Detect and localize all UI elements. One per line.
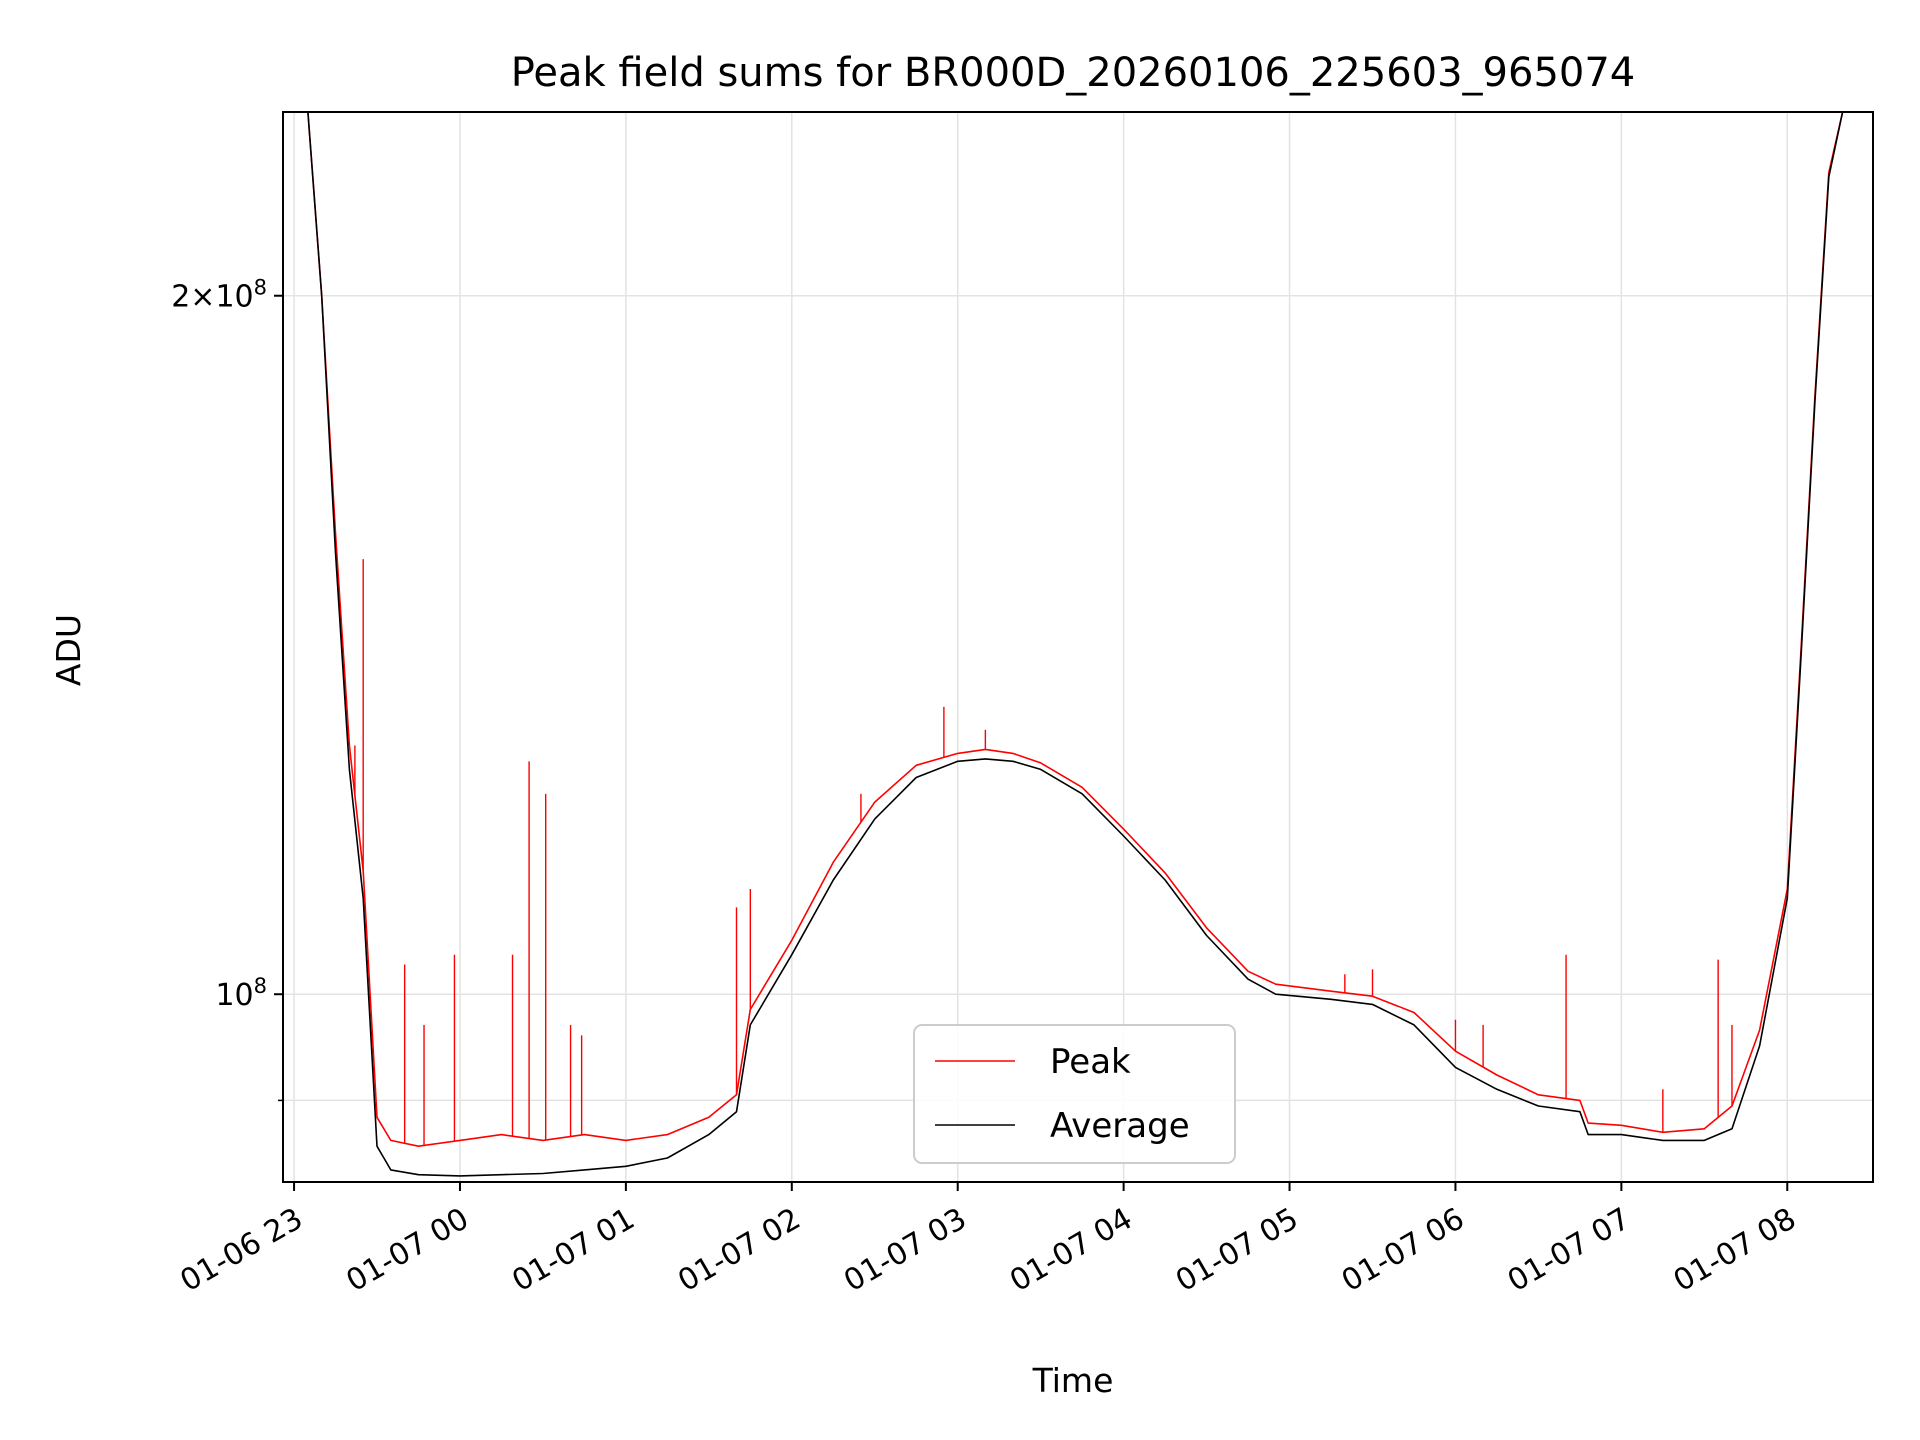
y-tick-label: 108 — [215, 974, 267, 1013]
y-tick-label: 2×108 — [171, 276, 267, 315]
legend-label-peak: Peak — [1050, 1042, 1131, 1082]
series-layer — [307, 112, 1844, 1177]
x-axis-label: Time — [1032, 1361, 1114, 1400]
chart-title: Peak field sums for BR000D_20260106_2256… — [511, 50, 1636, 96]
legend-label-average: Average — [1050, 1106, 1190, 1146]
legend: Peak Average — [913, 1024, 1236, 1164]
plot-frame — [282, 111, 1874, 1183]
legend-box — [913, 1024, 1236, 1164]
series-line-peak — [307, 112, 1844, 1147]
gridlines — [283, 112, 1873, 1182]
y-axis-label: ADU — [49, 614, 88, 686]
series-line-average — [307, 112, 1844, 1177]
